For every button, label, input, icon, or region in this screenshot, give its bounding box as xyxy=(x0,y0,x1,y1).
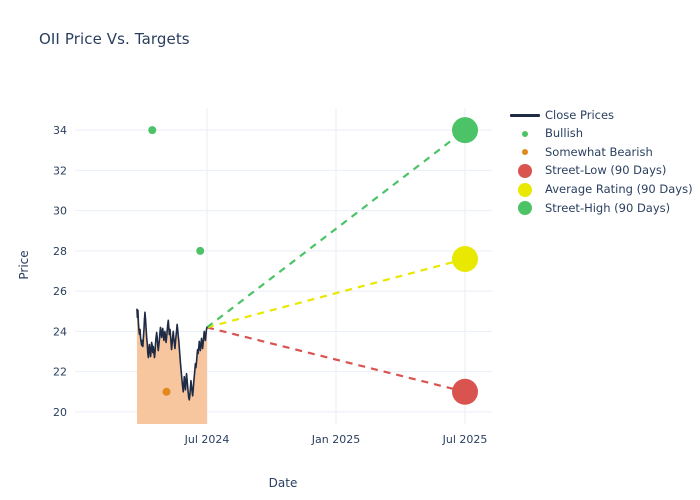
target-dashed-line xyxy=(206,326,466,393)
legend-dot-swatch xyxy=(518,201,532,216)
legend-item-label: Street-High (90 Days) xyxy=(545,200,671,215)
x-tick-label: Jul 2024 xyxy=(184,433,230,446)
legend-item-label: Somewhat Bearish xyxy=(545,144,653,159)
legend-item-label: Street-Low (90 Days) xyxy=(545,163,667,178)
legend-item-label: Average Rating (90 Days) xyxy=(545,181,693,196)
legend-item[interactable]: Bullish xyxy=(505,125,695,144)
y-tick-label: 34 xyxy=(53,124,67,137)
target-marker xyxy=(452,378,478,405)
legend-item-label: Close Prices xyxy=(545,107,615,122)
target-lines xyxy=(206,129,466,393)
legend-item[interactable]: Average Rating (90 Days) xyxy=(505,180,695,199)
legend-symbol-dot xyxy=(505,201,545,216)
legend-item[interactable]: Street-High (90 Days) xyxy=(505,199,695,218)
y-tick-labels: 20 22 24 26 28 30 32 34 xyxy=(53,124,67,419)
legend-item-label: Bullish xyxy=(545,126,584,141)
legend-symbol-line xyxy=(505,114,545,117)
sentiment-marker xyxy=(196,246,205,255)
legend-line-swatch xyxy=(510,114,540,117)
chart-legend: Close Prices Bullish Somewhat Bearish Stree… xyxy=(505,106,695,218)
legend-symbol-dot xyxy=(505,182,545,197)
legend-item[interactable]: Somewhat Bearish xyxy=(505,143,695,162)
x-tick-labels: Jul 2024 Jan 2025 Jul 2025 xyxy=(184,433,488,446)
y-tick-label: 20 xyxy=(53,406,67,419)
legend-dot-swatch xyxy=(522,130,528,137)
close-price-area xyxy=(136,309,207,424)
y-tick-label: 22 xyxy=(53,366,67,379)
legend-symbol-dot xyxy=(505,149,545,156)
legend-symbol-dot xyxy=(505,130,545,137)
y-tick-label: 30 xyxy=(53,205,67,218)
x-axis-title: Date xyxy=(269,476,298,490)
y-tick-label: 24 xyxy=(53,325,67,338)
sentiment-marker xyxy=(148,126,157,135)
price-area-fill xyxy=(136,309,207,424)
target-marker xyxy=(452,117,478,144)
legend-item[interactable]: Street-Low (90 Days) xyxy=(505,162,695,181)
legend-dot-swatch xyxy=(518,164,532,179)
legend-dot-swatch xyxy=(522,149,528,156)
close-price-line xyxy=(136,308,208,401)
target-markers xyxy=(452,117,478,405)
sentiment-marker xyxy=(162,387,171,396)
x-tick-label: Jan 2025 xyxy=(311,433,360,446)
legend-item[interactable]: Close Prices xyxy=(505,106,695,125)
scatter-markers xyxy=(148,126,205,396)
x-tick-label: Jul 2025 xyxy=(442,433,488,446)
target-dashed-line xyxy=(206,257,466,329)
y-tick-label: 26 xyxy=(53,285,67,298)
target-marker xyxy=(452,245,478,272)
y-axis-title: Price xyxy=(17,250,31,279)
legend-symbol-dot xyxy=(505,164,545,179)
price-line xyxy=(136,308,208,401)
chart-title: OII Price Vs. Targets xyxy=(39,30,190,48)
target-dashed-line xyxy=(206,129,466,329)
gridlines xyxy=(75,108,492,424)
legend-dot-swatch xyxy=(518,182,532,197)
y-tick-label: 28 xyxy=(53,245,67,258)
y-tick-label: 32 xyxy=(53,164,67,177)
